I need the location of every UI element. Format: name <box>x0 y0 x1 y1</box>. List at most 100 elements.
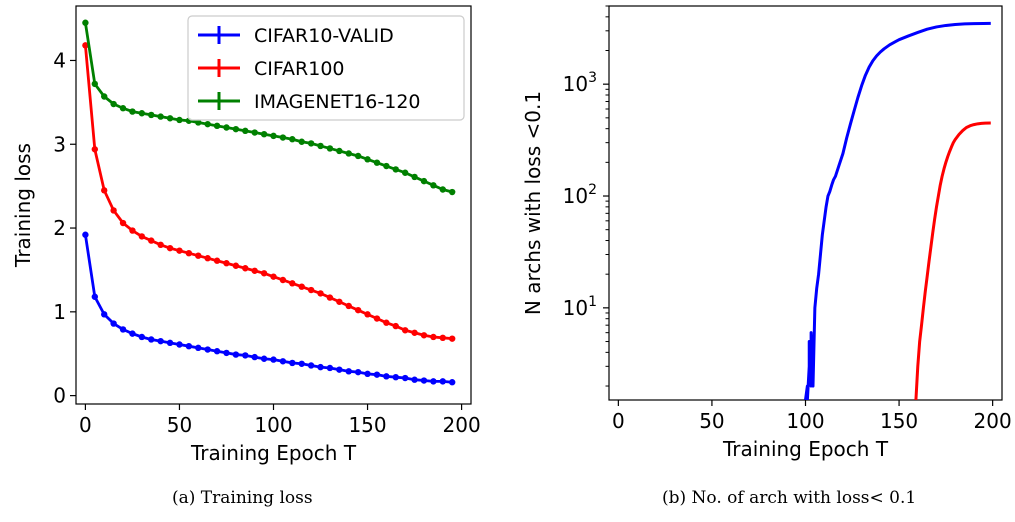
chart-b-ytick-label: 101 <box>563 294 597 320</box>
chart-a-point <box>242 352 249 359</box>
chart-a-point <box>298 360 305 367</box>
chart-a-point <box>129 227 136 234</box>
chart-a-point <box>317 142 324 150</box>
chart-a-point <box>129 108 136 115</box>
chart-a-point <box>260 130 268 138</box>
chart-a-point <box>213 122 221 130</box>
chart-a-point <box>148 237 155 244</box>
chart-a-point <box>82 42 89 49</box>
chart-a-point <box>392 373 399 381</box>
chart-a-point <box>213 257 221 264</box>
chart-a-point <box>411 376 418 383</box>
chart-b-xtick-label: 100 <box>786 409 824 433</box>
chart-b-xtick-label: 50 <box>699 409 724 433</box>
chart-b-series-line <box>914 121 991 400</box>
chart-a-series-1 <box>82 42 456 342</box>
chart-a-point <box>383 162 390 170</box>
chart-a-point <box>204 255 211 262</box>
chart-a-point <box>138 233 146 240</box>
chart-a-point <box>176 116 183 124</box>
chart-a-point <box>383 373 390 380</box>
chart-b-xlabel: Training Epoch T <box>722 437 889 461</box>
chart-a-point <box>223 260 230 267</box>
chart-a-point <box>119 326 127 333</box>
chart-a-point <box>420 377 428 384</box>
chart-a-xtick-label: 100 <box>254 413 292 437</box>
chart-a-point <box>336 147 343 155</box>
chart-a-point <box>326 364 334 372</box>
chart-a-point <box>279 358 287 365</box>
chart-a-point <box>392 322 399 330</box>
chart-a-point <box>148 111 155 119</box>
chart-a-point <box>289 136 296 143</box>
chart-a-point <box>336 366 343 373</box>
chart-a-xtick-label: 200 <box>443 413 481 437</box>
chart-a-point <box>270 356 277 363</box>
chart-a-point <box>129 330 136 337</box>
chart-a-point <box>260 355 268 362</box>
chart-a-point <box>251 353 258 361</box>
chart-a-point <box>232 351 240 358</box>
chart-a-point <box>439 378 446 385</box>
chart-a-point <box>345 302 352 310</box>
chart-a-point <box>307 286 315 294</box>
chart-a-point <box>232 125 240 133</box>
chart-a-point <box>354 368 362 376</box>
chart-b-ytick-label: 102 <box>563 182 597 208</box>
chart-a-point <box>448 188 456 196</box>
chart-a-point <box>204 346 211 353</box>
chart-a-point <box>317 290 324 297</box>
chart-a-point <box>411 173 418 181</box>
chart-a-ytick-label: 3 <box>53 132 66 156</box>
chart-a-point <box>166 339 174 347</box>
chart-a-point <box>251 129 258 136</box>
chart-a-point <box>354 306 362 314</box>
chart-a-series-2 <box>82 19 456 196</box>
chart-a-point <box>373 371 381 378</box>
chart-a-point <box>373 315 381 322</box>
chart-a-point <box>119 219 127 227</box>
chart-a-point <box>364 156 371 163</box>
chart-a-point <box>110 100 117 108</box>
chart-a-legend: CIFAR10-VALID CIFAR100 IMAGENET16-120 <box>187 15 465 121</box>
chart-a-point <box>223 349 230 357</box>
chart-b-ylabel: N archs with loss <0.1 <box>521 91 545 315</box>
chart-a-point <box>270 273 277 280</box>
chart-a-point <box>176 247 183 254</box>
chart-a-point <box>138 333 146 341</box>
chart-a-point <box>317 363 324 371</box>
chart-a-point <box>298 283 305 290</box>
chart-a-point <box>279 276 287 284</box>
chart-a-point <box>448 379 456 386</box>
chart-a-point <box>439 186 446 193</box>
chart-a-point <box>157 241 164 248</box>
chart-a-point <box>91 293 99 300</box>
chart-a-point <box>411 329 418 336</box>
chart-a-point <box>166 244 174 252</box>
chart-a-point <box>91 80 99 88</box>
chart-a-point <box>232 262 240 269</box>
chart-a-legend-label: CIFAR100 <box>254 58 345 80</box>
chart-a-point <box>91 146 99 153</box>
chart-a-point <box>430 333 437 341</box>
chart-a-point <box>289 280 296 287</box>
chart-a-point <box>326 145 334 152</box>
chart-a-point <box>345 368 352 375</box>
chart-a-point <box>392 166 399 173</box>
chart-a-point <box>345 150 352 157</box>
chart-a-legend-frame <box>187 15 465 121</box>
chart-a-ytick-label: 0 <box>53 384 66 408</box>
chart-b-ytick-label: 103 <box>563 70 597 96</box>
chart-a-point <box>82 231 89 238</box>
chart-a-point <box>148 336 155 343</box>
chart-a-point <box>430 378 437 385</box>
chart-a-point <box>204 120 211 128</box>
chart-a-xlabel: Training Epoch T <box>190 441 357 465</box>
chart-a-point <box>354 152 362 160</box>
chart-a-point <box>448 335 456 342</box>
chart-a-point <box>401 169 409 176</box>
chart-b-xtick-label: 0 <box>612 409 625 433</box>
chart-a-point <box>110 207 117 214</box>
chart-a-point <box>195 252 202 259</box>
chart-a-series-line <box>84 45 453 341</box>
